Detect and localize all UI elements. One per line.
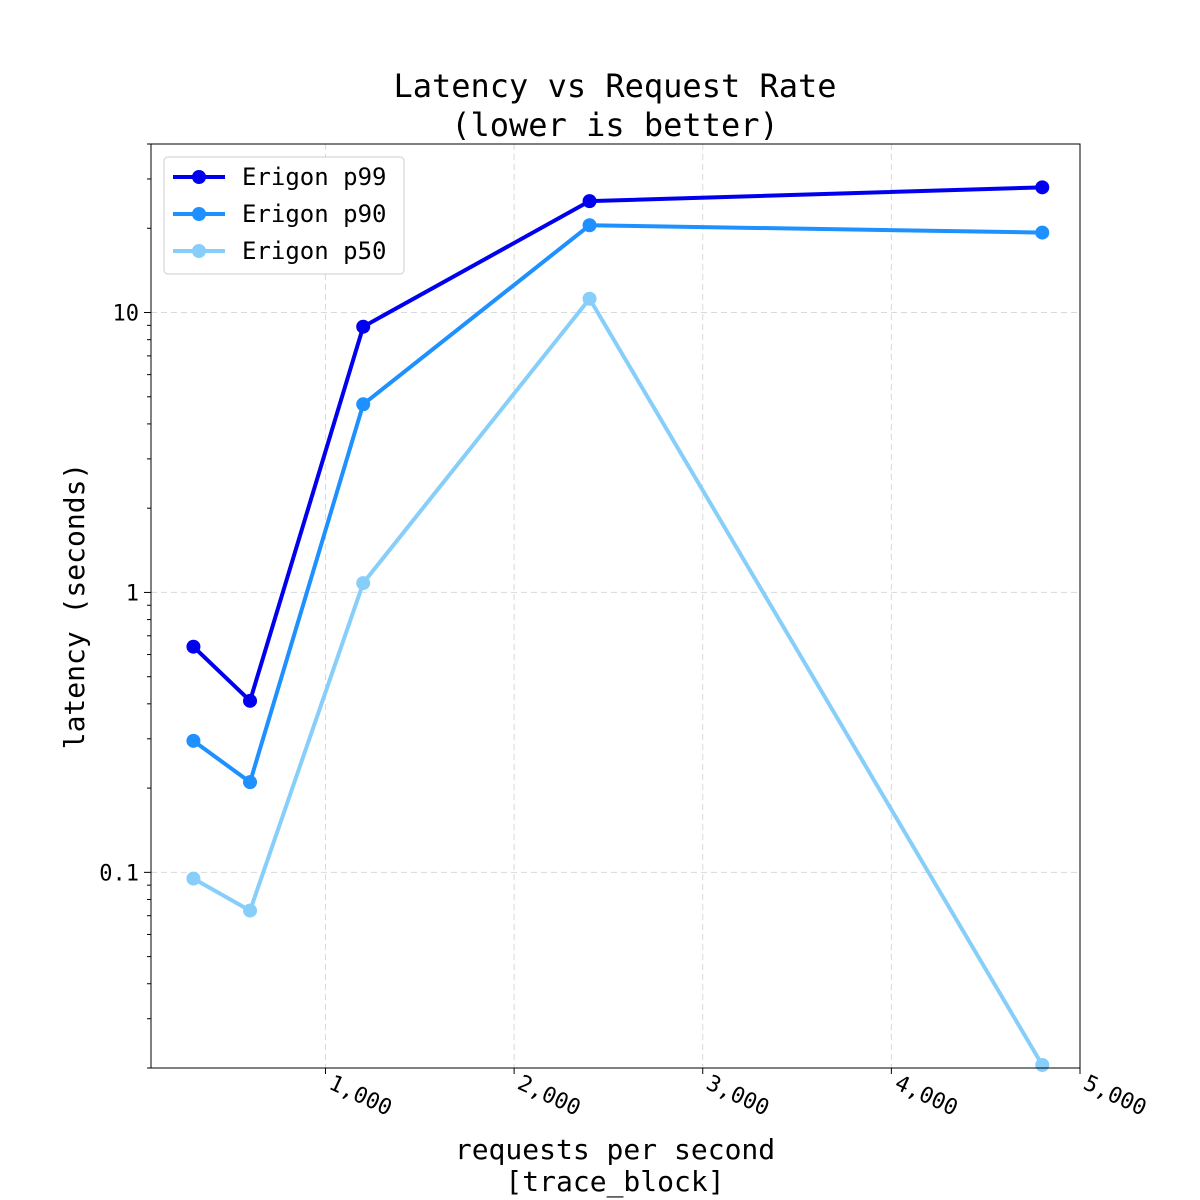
x-tick-label: 5,000 (1079, 1071, 1150, 1122)
series-erigon-p99 (186, 180, 1050, 708)
data-point (186, 639, 201, 654)
legend-label: Erigon p50 (242, 237, 387, 265)
grid-lines (151, 144, 1081, 1068)
series-erigon-p90 (186, 218, 1050, 790)
data-series (186, 180, 1050, 1072)
y-tick-label: 0.1 (99, 861, 139, 886)
data-point (186, 871, 201, 886)
data-point (1035, 180, 1050, 195)
data-point (582, 218, 597, 233)
legend-item: Erigon p99 (173, 163, 387, 191)
y-axis-label: latency (seconds) (58, 463, 91, 750)
x-axis-label: requests per second (455, 1133, 775, 1166)
legend: Erigon p99 Erigon p90 Erigon p50 (163, 156, 405, 275)
legend-box (163, 156, 405, 275)
x-tick-label: 4,000 (891, 1071, 962, 1122)
data-point (243, 903, 258, 918)
data-point (243, 693, 258, 708)
series-line (192, 296, 1044, 1067)
data-point (243, 775, 258, 790)
legend-label: Erigon p99 (242, 163, 387, 191)
y-tick-label: 10 (113, 302, 140, 327)
legend-label: Erigon p90 (242, 200, 387, 228)
data-point (356, 319, 371, 334)
data-point (582, 194, 597, 209)
legend-swatch-marker (192, 170, 206, 184)
y-tick-label: 1 (126, 581, 139, 606)
data-point (356, 576, 371, 591)
plot-area-frame (150, 143, 1081, 1069)
legend-item: Erigon p50 (173, 237, 387, 265)
x-tick-label: 2,000 (514, 1071, 585, 1122)
data-point (1035, 225, 1050, 240)
data-point (356, 397, 371, 412)
x-tick-label: 3,000 (702, 1071, 773, 1122)
chart-subtitle: (lower is better) (451, 106, 779, 144)
legend-item: Erigon p90 (173, 200, 387, 228)
x-tick-label: 1,000 (325, 1071, 396, 1122)
data-point (582, 291, 597, 306)
series-line (192, 223, 1043, 785)
legend-swatch-marker (192, 207, 206, 221)
series-erigon-p50 (186, 291, 1050, 1072)
data-point (1035, 1057, 1050, 1072)
legend-swatch-marker (192, 244, 206, 258)
x-axis-sublabel: [trace_block] (505, 1165, 724, 1199)
axis-ticks: 1,000 2,000 3,000 4,000 5,000 0.1 1 10 (99, 143, 1150, 1122)
data-point (186, 733, 201, 748)
chart-title: Latency vs Request Rate (393, 67, 836, 105)
